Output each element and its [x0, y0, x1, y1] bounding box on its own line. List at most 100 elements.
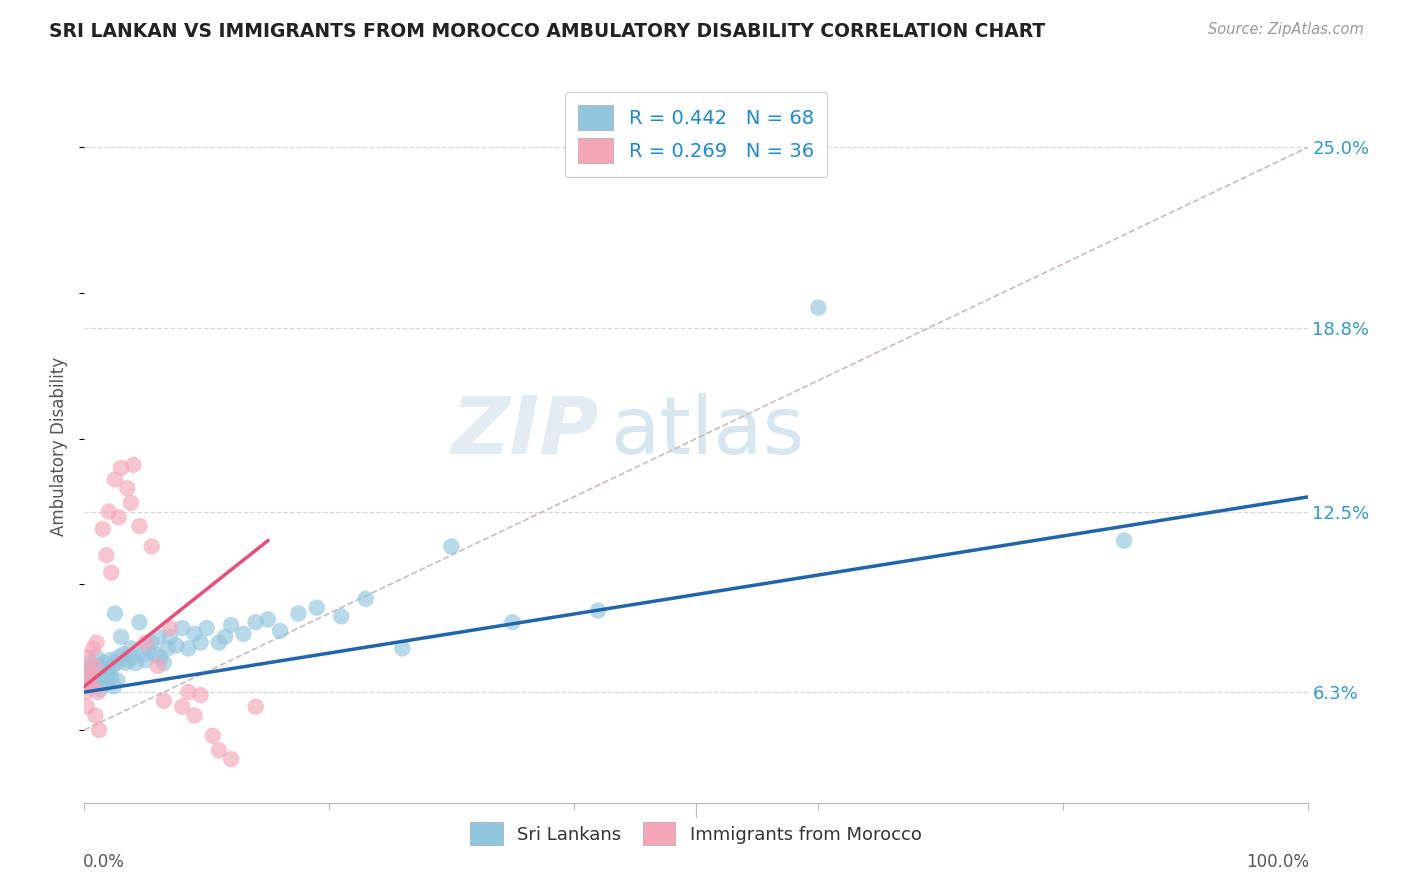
- Point: [125, 656, 148, 670]
- Point: [77, 671, 100, 685]
- Point: [190, 688, 212, 702]
- Point: [330, 609, 353, 624]
- Point: [107, 510, 129, 524]
- Point: [391, 641, 413, 656]
- Point: [141, 540, 163, 554]
- Point: [245, 615, 267, 630]
- Point: [201, 729, 224, 743]
- Point: [120, 641, 142, 656]
- Point: [76, 667, 98, 681]
- Point: [83, 659, 105, 673]
- Point: [90, 665, 112, 679]
- Y-axis label: Ambulatory Disability: Ambulatory Disability: [51, 357, 69, 535]
- Text: Source: ZipAtlas.com: Source: ZipAtlas.com: [1208, 22, 1364, 37]
- Point: [159, 630, 181, 644]
- Point: [97, 667, 120, 681]
- Point: [208, 743, 231, 757]
- Point: [75, 685, 97, 699]
- Point: [159, 621, 181, 635]
- Text: 100.0%: 100.0%: [1246, 853, 1309, 871]
- Point: [87, 723, 110, 737]
- Point: [96, 676, 118, 690]
- Text: ZIP: ZIP: [451, 392, 598, 471]
- Point: [80, 679, 103, 693]
- Point: [103, 679, 125, 693]
- Point: [91, 671, 114, 685]
- Point: [76, 699, 98, 714]
- Point: [354, 591, 377, 606]
- Point: [87, 659, 110, 673]
- Point: [84, 673, 107, 688]
- Point: [153, 656, 176, 670]
- Text: 0.0%: 0.0%: [83, 853, 125, 871]
- Point: [89, 682, 111, 697]
- Point: [100, 671, 122, 685]
- Point: [96, 548, 118, 562]
- Point: [79, 656, 101, 670]
- Point: [586, 603, 609, 617]
- Point: [84, 708, 107, 723]
- Point: [177, 641, 200, 656]
- Point: [214, 630, 236, 644]
- Point: [132, 647, 155, 661]
- Point: [104, 607, 127, 621]
- Point: [257, 612, 280, 626]
- Point: [104, 473, 127, 487]
- Point: [305, 600, 328, 615]
- Point: [135, 653, 157, 667]
- Point: [94, 662, 117, 676]
- Point: [107, 650, 129, 665]
- Point: [143, 647, 166, 661]
- Point: [97, 504, 120, 518]
- Point: [1114, 533, 1136, 548]
- Point: [117, 653, 139, 667]
- Point: [97, 662, 120, 676]
- Point: [87, 685, 110, 699]
- Point: [232, 627, 254, 641]
- Point: [77, 671, 100, 685]
- Point: [93, 656, 115, 670]
- Point: [82, 641, 104, 656]
- Point: [502, 615, 524, 630]
- Point: [77, 650, 100, 665]
- Point: [440, 540, 463, 554]
- Point: [219, 752, 242, 766]
- Point: [269, 624, 291, 638]
- Point: [122, 458, 145, 472]
- Point: [165, 639, 187, 653]
- Point: [87, 667, 110, 681]
- Point: [156, 641, 179, 656]
- Point: [128, 519, 150, 533]
- Point: [101, 659, 124, 673]
- Point: [98, 653, 121, 667]
- Point: [79, 665, 101, 679]
- Point: [177, 685, 200, 699]
- Point: [135, 635, 157, 649]
- Point: [149, 650, 172, 665]
- Point: [100, 566, 122, 580]
- Point: [807, 301, 830, 315]
- Point: [86, 650, 108, 665]
- Point: [153, 694, 176, 708]
- Point: [86, 635, 108, 649]
- Legend: Sri Lankans, Immigrants from Morocco: Sri Lankans, Immigrants from Morocco: [457, 810, 935, 858]
- Point: [105, 673, 128, 688]
- Point: [136, 641, 159, 656]
- Point: [183, 627, 205, 641]
- Point: [183, 708, 205, 723]
- Text: SRI LANKAN VS IMMIGRANTS FROM MOROCCO AMBULATORY DISABILITY CORRELATION CHART: SRI LANKAN VS IMMIGRANTS FROM MOROCCO AM…: [49, 22, 1046, 41]
- Point: [146, 659, 169, 673]
- Point: [128, 615, 150, 630]
- Point: [115, 656, 138, 670]
- Point: [219, 618, 242, 632]
- Point: [112, 647, 135, 661]
- Point: [91, 522, 114, 536]
- Point: [77, 662, 100, 676]
- Point: [190, 635, 212, 649]
- Point: [115, 481, 138, 495]
- Point: [120, 496, 142, 510]
- Point: [80, 676, 103, 690]
- Point: [141, 635, 163, 649]
- Point: [245, 699, 267, 714]
- Point: [83, 665, 105, 679]
